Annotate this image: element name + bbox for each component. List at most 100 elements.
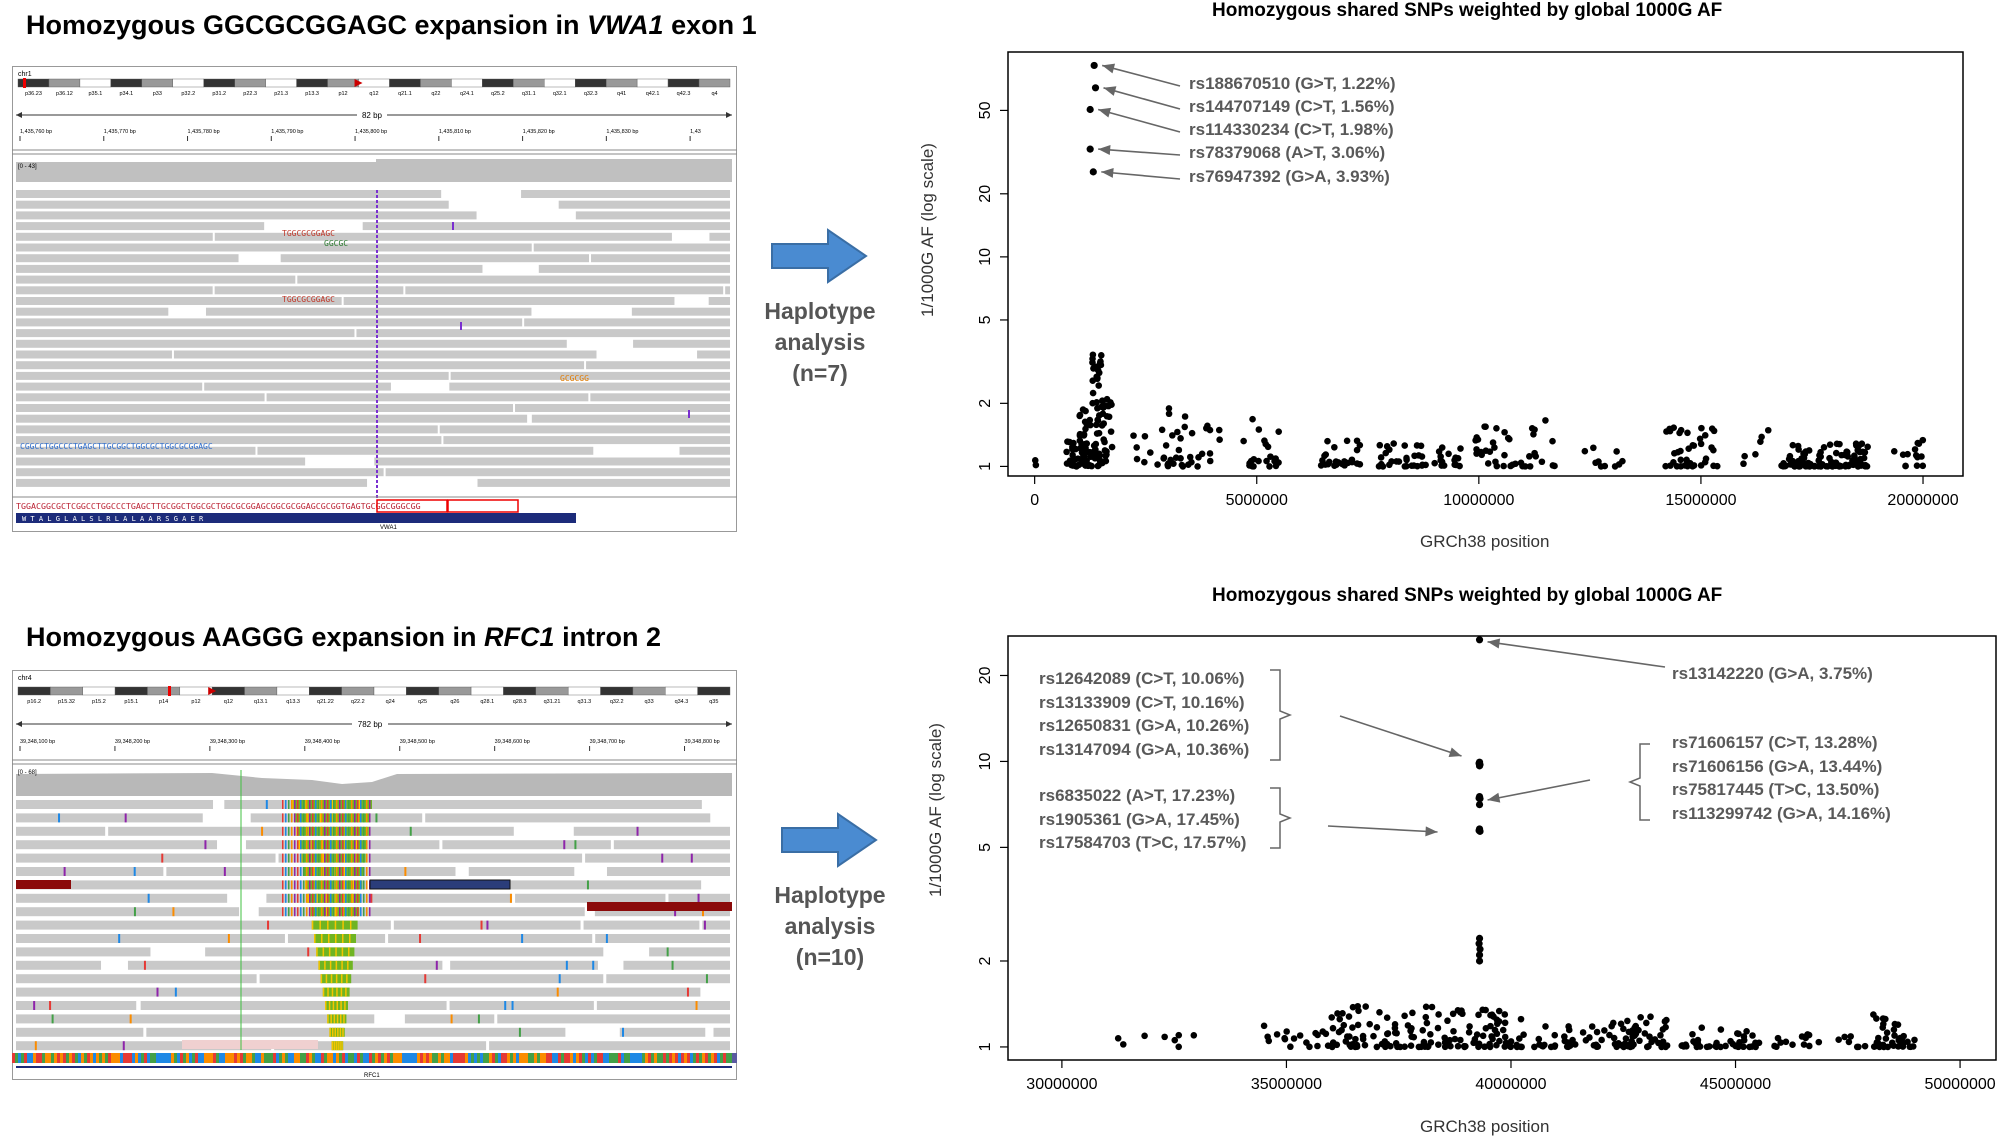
snp-point — [1354, 1002, 1362, 1010]
snp-point — [1331, 462, 1338, 469]
snp-point — [1800, 450, 1807, 457]
snp-point — [1657, 1031, 1664, 1039]
snp-point — [1624, 1017, 1631, 1025]
snp-point — [1093, 363, 1100, 371]
highlight-snp-point — [1475, 758, 1484, 766]
snp-point — [1690, 1038, 1697, 1045]
snp-point — [1674, 448, 1682, 456]
snp-point — [1263, 457, 1270, 465]
snp-point — [1849, 457, 1856, 464]
snp-point — [1089, 389, 1097, 397]
snp-point — [1794, 442, 1802, 450]
snp-point — [1595, 458, 1602, 465]
snp-point — [1491, 444, 1498, 451]
highlight-snp-point — [1475, 951, 1484, 959]
snp-point — [1349, 1040, 1356, 1048]
snp-point — [1861, 1042, 1869, 1050]
snp-point — [1561, 1033, 1568, 1040]
snp-point — [1438, 458, 1446, 466]
igv-view-vwa1: chr1 p36.23 p36.12 p35.1 p34.1 p33 p32.2 p31.2… — [12, 66, 737, 532]
snp-point — [1461, 1043, 1468, 1051]
snp-point — [1904, 1038, 1911, 1046]
snp-point — [1408, 1033, 1415, 1040]
snp-point — [1324, 1042, 1332, 1050]
snp-point — [1619, 457, 1626, 465]
plot-title-bottom: Homozygous shared SNPs weighted by globa… — [1212, 585, 1723, 606]
snp-point — [1509, 461, 1516, 469]
snp-point — [1204, 422, 1211, 430]
band-label: q35 — [709, 699, 718, 705]
snp-point — [1727, 1037, 1734, 1045]
snp-point — [1452, 454, 1459, 462]
snp-point — [1446, 1036, 1454, 1044]
snp-point — [1095, 429, 1103, 437]
snp-point — [1798, 1033, 1806, 1040]
band-label: q25 — [418, 699, 427, 705]
snp-point — [1486, 1040, 1493, 1048]
snp-point — [1073, 463, 1080, 470]
snp-point — [1098, 459, 1106, 467]
snp-point — [1849, 461, 1857, 469]
snp-point — [1900, 1032, 1907, 1040]
snp-point — [1501, 1043, 1509, 1050]
snp-point — [1083, 457, 1090, 464]
snp-point — [1852, 457, 1859, 464]
snp-point — [1418, 453, 1426, 460]
snp-point — [1249, 462, 1256, 470]
tick-label: 1,435,810 bp — [439, 129, 471, 135]
snp-annotation: rs12650831 (G>A, 10.26%) — [1039, 716, 1250, 736]
snp-point — [1334, 1010, 1341, 1017]
snp-point — [1504, 434, 1512, 442]
snp-point — [1419, 461, 1426, 469]
snp-point — [1078, 455, 1086, 463]
snp-point — [1100, 420, 1108, 427]
soft-clip-sequence: CGGCCTGGCCCTGAGCTTGCGGCTGGCGCTGGCGCGGAGC — [20, 442, 213, 451]
position-ruler: 39,348,100 bp 39,348,200 bp 39,348,300 bp 3… — [19, 739, 720, 751]
y-tick-label: 20 — [977, 666, 994, 684]
snp-point — [1911, 1036, 1918, 1044]
snp-point — [1349, 1024, 1356, 1031]
band-label: q32.3 — [584, 91, 598, 97]
snp-point — [1507, 1043, 1515, 1051]
snp-point — [1801, 450, 1809, 458]
snp-point — [1902, 462, 1909, 470]
snp-point — [1351, 1043, 1359, 1051]
snp-point — [1850, 452, 1858, 459]
insertion-sequence-4: GCGCGG — [560, 374, 589, 383]
snp-point — [1361, 1041, 1369, 1049]
snp-point — [1089, 399, 1096, 407]
snp-point — [1679, 1042, 1686, 1049]
snp-point — [1098, 458, 1106, 465]
snp-point — [1632, 1022, 1639, 1030]
snp-point — [1835, 463, 1843, 470]
snp-point — [1322, 1030, 1330, 1038]
snp-point — [1096, 451, 1104, 459]
snp-point — [1590, 444, 1597, 452]
snp-point — [1141, 458, 1148, 466]
snp-point — [1275, 428, 1283, 435]
snp-point — [1628, 1037, 1635, 1045]
snp-point — [1907, 1043, 1914, 1051]
snp-point — [1404, 1022, 1412, 1029]
snp-point — [1706, 1043, 1713, 1050]
snp-point — [1528, 424, 1536, 432]
snp-point — [1080, 458, 1087, 466]
highlight-snp-point — [1089, 168, 1097, 176]
snp-point — [1661, 1018, 1669, 1025]
snp-point — [1063, 448, 1070, 456]
highlight-snp-point — [1475, 762, 1484, 770]
band-label: q32.1 — [553, 91, 567, 97]
snp-point — [1829, 462, 1836, 470]
snp-point — [1383, 1014, 1391, 1022]
snp-point — [1141, 1032, 1148, 1040]
snp-point — [1833, 440, 1841, 448]
snp-point — [1451, 461, 1458, 469]
snp-point — [1458, 1007, 1465, 1015]
snp-point — [1800, 1041, 1808, 1048]
snp-point — [1513, 1041, 1520, 1049]
snp-point — [1666, 427, 1674, 435]
snp-point — [1858, 440, 1866, 448]
snp-point — [1613, 448, 1620, 455]
snp-point — [1472, 437, 1479, 444]
tick-label: 39,348,200 bp — [115, 739, 150, 745]
